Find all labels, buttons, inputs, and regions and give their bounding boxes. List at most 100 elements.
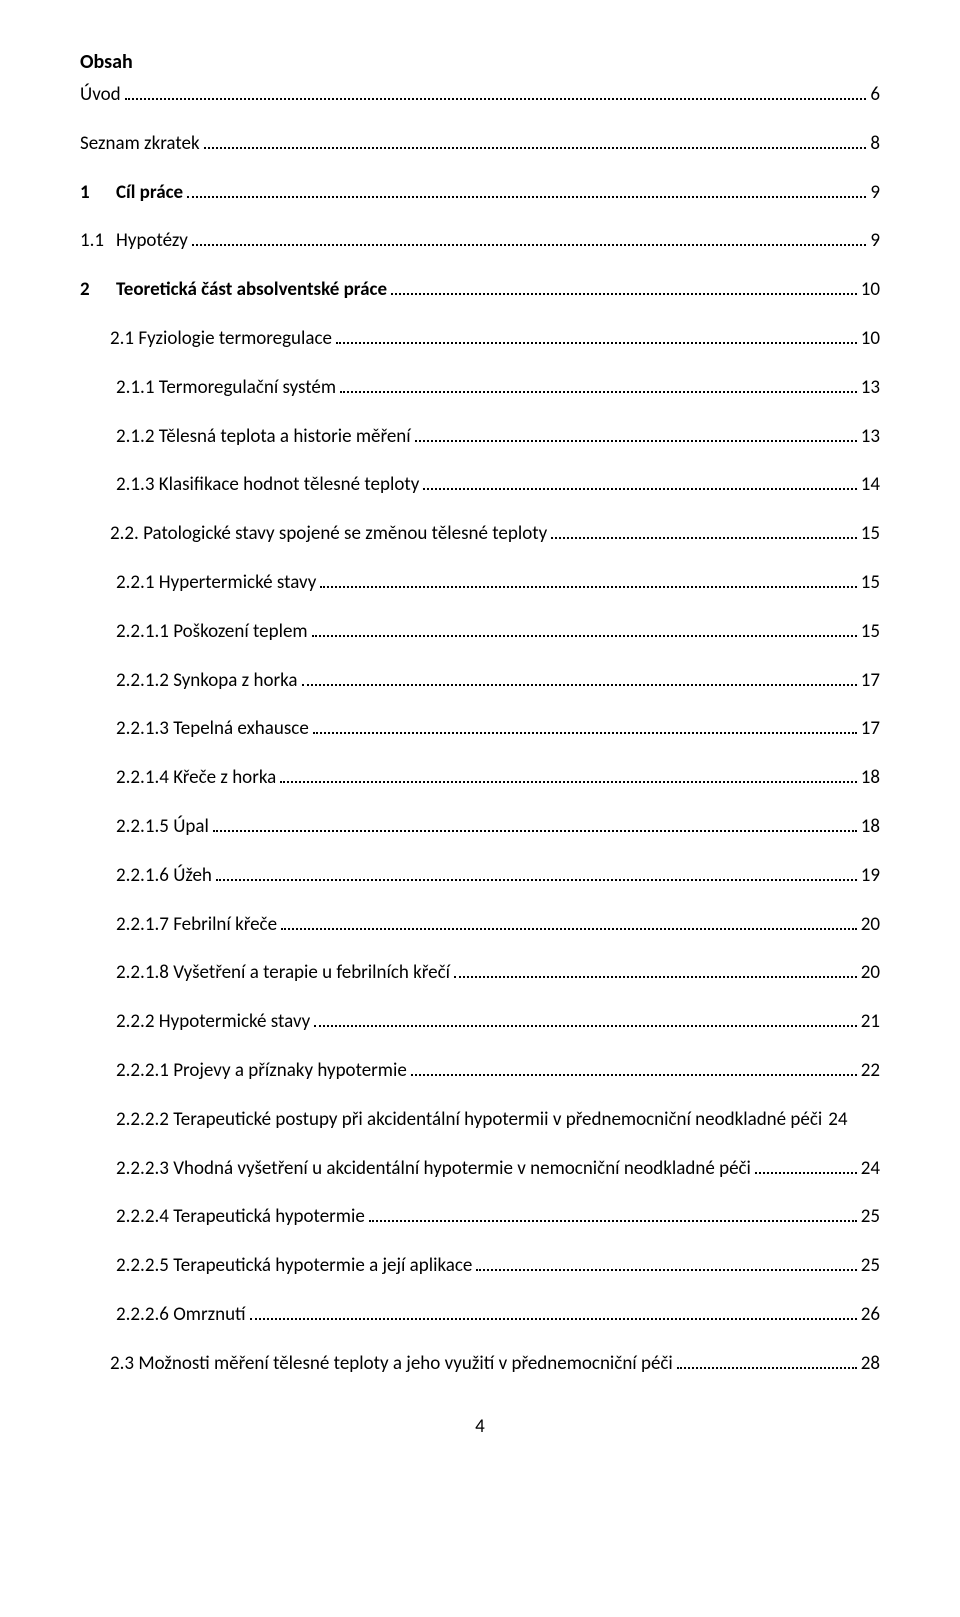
toc-entry: 2.2.2.1 Projevy a příznaky hypotermie 22 — [80, 1060, 880, 1083]
toc-entry-page: 18 — [861, 816, 880, 839]
toc-entry: 2.2.1.5 Úpal18 — [80, 816, 880, 839]
toc-entry-page: 18 — [861, 767, 880, 790]
toc-entry-page: 28 — [861, 1353, 880, 1376]
toc-entry-page: 24 — [861, 1158, 880, 1181]
toc-entry-number: 2 — [80, 279, 94, 302]
toc-leader-dots — [551, 537, 857, 539]
document-page: Obsah Úvod6Seznam zkratek81Cíl práce91.1… — [0, 0, 960, 1468]
toc-entry: 2.1.3 Klasifikace hodnot tělesné teploty… — [80, 474, 880, 497]
toc-entry: 2.2.2.2 Terapeutické postupy při akciden… — [80, 1109, 880, 1132]
toc-entry: 2.2.2.4 Terapeutická hypotermie 25 — [80, 1206, 880, 1229]
toc-entry-label: 2.2.1.3 Tepelná exhausce — [116, 718, 309, 741]
toc-entry-label: 2.2.2.1 Projevy a příznaky hypotermie — [116, 1060, 407, 1083]
toc-entry-page: 25 — [861, 1255, 880, 1278]
toc-leader-dots — [454, 976, 857, 978]
toc-title: Obsah — [80, 50, 880, 74]
toc-entry-label: 2.2.1.8 Vyšetření a terapie u febrilních… — [116, 962, 450, 985]
toc-entry-label: Cíl práce — [116, 182, 183, 205]
toc-leader-dots — [312, 635, 857, 637]
toc-entry-number: 1 — [80, 182, 94, 205]
toc-entry-label: 2.2.1.1 Poškození teplem — [116, 621, 308, 644]
toc-entry-label: 2.2.1.4 Křeče z horka — [116, 767, 276, 790]
toc-entry: 2.2.2 Hypotermické stavy 21 — [80, 1011, 880, 1034]
toc-entry-page: 8 — [870, 133, 880, 156]
toc-entry: 2.1 Fyziologie termoregulace 10 — [80, 328, 880, 351]
toc-leader-dots — [216, 879, 857, 881]
toc-entry-label: 2.2.2.3 Vhodná vyšetření u akcidentální … — [116, 1158, 751, 1181]
toc-leader-dots — [250, 1318, 857, 1320]
toc-entry-page: 9 — [870, 230, 880, 253]
toc-entry-label: 2.3 Možnosti měření tělesné teploty a je… — [110, 1353, 673, 1376]
toc-entry-page: 10 — [861, 279, 880, 302]
toc-leader-dots — [213, 830, 857, 832]
toc-leader-dots — [755, 1172, 857, 1174]
toc-entry: Úvod6 — [80, 84, 880, 107]
toc-entry-label: 2.2.1.6 Úžeh — [116, 865, 212, 888]
toc-entry: 2.2.1.8 Vyšetření a terapie u febrilních… — [80, 962, 880, 985]
toc-entry-label: 2.1.2 Tělesná teplota a historie měření — [116, 426, 411, 449]
toc-entry-label: Teoretická část absolventské práce — [116, 279, 387, 302]
toc-entry-label: Seznam zkratek — [80, 133, 200, 156]
toc-entry-label: 2.2.1.7 Febrilní křeče — [116, 914, 277, 937]
toc-leader-dots — [302, 684, 857, 686]
toc-list: Úvod6Seznam zkratek81Cíl práce91.1Hypoté… — [80, 84, 880, 1376]
toc-entry-page: 25 — [861, 1206, 880, 1229]
toc-leader-dots — [369, 1220, 857, 1222]
toc-leader-dots — [125, 98, 867, 100]
toc-entry: 2.2.2.3 Vhodná vyšetření u akcidentální … — [80, 1158, 880, 1181]
toc-entry: 1.1Hypotézy9 — [80, 230, 880, 253]
toc-entry-label: 2.2.1 Hypertermické stavy — [116, 572, 316, 595]
toc-leader-dots — [204, 147, 867, 149]
toc-leader-dots — [313, 732, 857, 734]
toc-entry-page: 15 — [861, 523, 880, 546]
toc-entry: 2.2.1.7 Febrilní křeče 20 — [80, 914, 880, 937]
toc-leader-dots — [677, 1367, 857, 1369]
toc-leader-dots — [476, 1269, 856, 1271]
toc-leader-dots — [336, 342, 857, 344]
toc-entry: 2.2.1.2 Synkopa z horka 17 — [80, 670, 880, 693]
toc-leader-dots — [314, 1025, 857, 1027]
toc-entry-page: 21 — [861, 1011, 880, 1034]
toc-entry-page: 13 — [861, 377, 880, 400]
toc-entry-number: 1.1 — [80, 230, 94, 253]
toc-leader-dots — [391, 293, 857, 295]
toc-entry: 2.2.1.4 Křeče z horka 18 — [80, 767, 880, 790]
toc-entry: 1 Cíl práce 9 — [80, 182, 880, 205]
toc-entry-page: 13 — [861, 426, 880, 449]
toc-entry: 2.3 Možnosti měření tělesné teploty a je… — [80, 1353, 880, 1376]
page-number: 4 — [80, 1416, 880, 1439]
toc-entry: 2.2.1.6 Úžeh19 — [80, 865, 880, 888]
toc-leader-dots — [280, 781, 857, 783]
toc-entry-page: 9 — [870, 182, 880, 205]
toc-entry-label: 2.1 Fyziologie termoregulace — [110, 328, 332, 351]
toc-entry-label: 2.2.2.4 Terapeutická hypotermie — [116, 1206, 365, 1229]
toc-entry-page: 10 — [861, 328, 880, 351]
toc-leader-dots — [423, 488, 856, 490]
toc-entry: 2.1.2 Tělesná teplota a historie měření 1… — [80, 426, 880, 449]
toc-leader-dots — [415, 440, 857, 442]
toc-leader-dots — [340, 391, 857, 393]
toc-leader-dots — [320, 586, 856, 588]
toc-entry-label: 2.2. Patologické stavy spojené se změnou… — [110, 523, 547, 546]
toc-entry-label: 2.1.1 Termoregulační systém — [116, 377, 336, 400]
toc-entry-page: 15 — [861, 572, 880, 595]
toc-entry-page: 24 — [828, 1109, 847, 1132]
toc-entry-page: 15 — [861, 621, 880, 644]
toc-entry: 2.2. Patologické stavy spojené se změnou… — [80, 523, 880, 546]
toc-entry-page: 22 — [861, 1060, 880, 1083]
toc-entry-label: Úvod — [80, 84, 121, 107]
toc-entry-page: 17 — [861, 670, 880, 693]
toc-entry: 2.1.1 Termoregulační systém 13 — [80, 377, 880, 400]
toc-entry-page: 14 — [861, 474, 880, 497]
toc-entry-label: 2.2.1.2 Synkopa z horka — [116, 670, 298, 693]
toc-entry-label: 2.2.2.6 Omrznutí — [116, 1304, 246, 1327]
toc-entry-page: 20 — [861, 914, 880, 937]
toc-leader-dots — [281, 928, 857, 930]
toc-entry-label: 2.2.2.5 Terapeutická hypotermie a její a… — [116, 1255, 472, 1278]
toc-entry: 2.2.1 Hypertermické stavy 15 — [80, 572, 880, 595]
toc-leader-dots — [192, 244, 867, 246]
toc-entry: 2.2.1.3 Tepelná exhausce 17 — [80, 718, 880, 741]
toc-entry: 2 Teoretická část absolventské práce 10 — [80, 279, 880, 302]
toc-entry-label: 2.2.2 Hypotermické stavy — [116, 1011, 310, 1034]
toc-entry-page: 17 — [861, 718, 880, 741]
